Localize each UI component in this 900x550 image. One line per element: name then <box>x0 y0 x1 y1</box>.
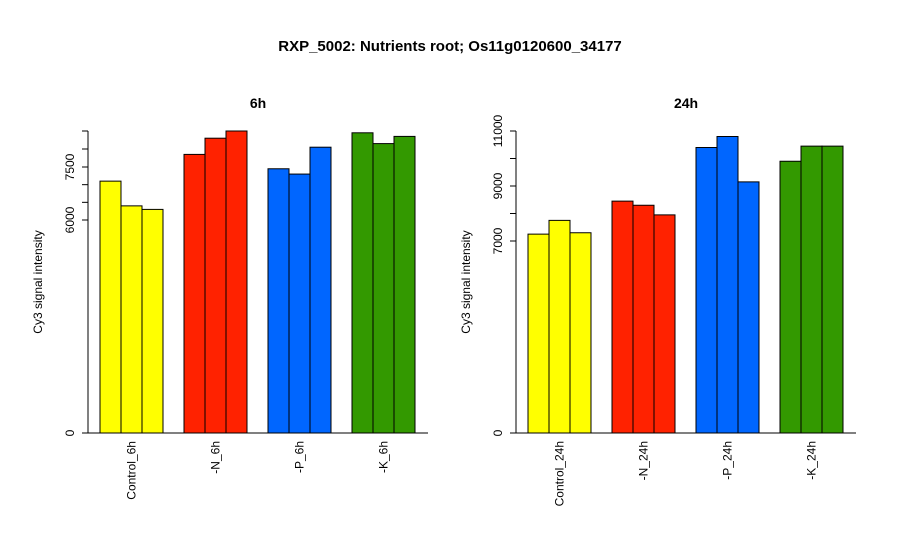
bar--N_6h-1 <box>183 153 206 434</box>
bar--K_6h-2 <box>372 143 395 434</box>
bar--K_24h-2 <box>800 145 823 434</box>
category-label: -N_24h <box>637 441 651 480</box>
bar--P_6h-1 <box>267 168 290 434</box>
y-axis-label: Cy3 signal intensity <box>459 230 473 333</box>
bar-Control_6h-3 <box>141 208 164 434</box>
bar-Control_6h-1 <box>99 180 122 434</box>
bar--N_24h-1 <box>611 200 634 434</box>
bar--N_6h-3 <box>225 130 248 434</box>
bar--P_6h-2 <box>288 173 311 434</box>
category-label: Control_6h <box>125 441 139 500</box>
panel-title: 24h <box>674 95 698 111</box>
category-label: -K_24h <box>805 441 819 480</box>
y-tick-label: 9000 <box>491 172 505 199</box>
bar--N_6h-2 <box>204 137 227 434</box>
y-tick-label: 11000 <box>491 114 505 147</box>
bar--N_24h-2 <box>632 204 655 434</box>
y-axis-label: Cy3 signal intensity <box>31 230 45 333</box>
bar-Control_24h-1 <box>527 233 550 434</box>
y-tick-label: 7500 <box>63 153 77 180</box>
category-label: -N_6h <box>209 441 223 474</box>
y-tick-label: 0 <box>63 429 77 436</box>
bar-Control_24h-3 <box>569 232 592 434</box>
category-label: Control_24h <box>553 441 567 506</box>
bar--P_24h-1 <box>695 147 718 434</box>
chart-panel-6h: 6h 0 6000 7500 Cy3 signal intensity Control_6… <box>31 95 428 500</box>
y-tick-label: 0 <box>491 429 505 436</box>
bar--P_6h-3 <box>309 146 332 434</box>
bar--K_6h-3 <box>393 135 416 434</box>
bar--K_6h-1 <box>351 132 374 434</box>
category-label: -P_6h <box>293 441 307 473</box>
y-tick-label: 7000 <box>491 227 505 254</box>
chart-panel-24h: 24h 0 7000 9000 11000 Cy3 signal intensity Con… <box>459 95 856 506</box>
category-label: -K_6h <box>377 441 391 473</box>
bar--K_24h-3 <box>821 145 844 434</box>
category-label: -P_24h <box>721 441 735 480</box>
bar--K_24h-1 <box>779 160 802 434</box>
bar-Control_6h-2 <box>120 205 143 434</box>
bar--N_24h-3 <box>653 214 676 434</box>
chart-main-title: RXP_5002: Nutrients root; Os11g0120600_3… <box>278 38 622 55</box>
bar--P_24h-2 <box>716 136 739 434</box>
y-tick-label: 6000 <box>63 206 77 233</box>
panel-title: 6h <box>250 95 266 111</box>
bar-Control_24h-2 <box>548 219 571 434</box>
bar--P_24h-3 <box>737 181 760 434</box>
